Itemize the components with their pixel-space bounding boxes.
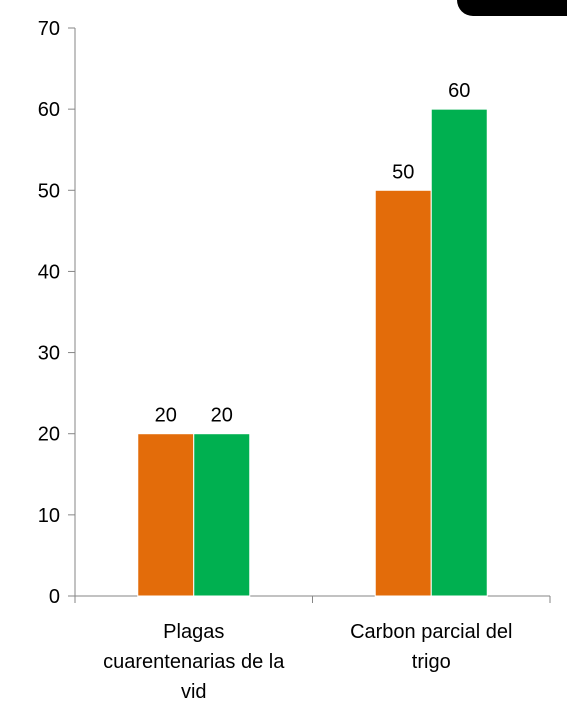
bars — [137, 108, 488, 597]
category-label-0-line-0: Plagas — [163, 621, 224, 643]
y-tick-label-6: 60 — [38, 99, 60, 121]
category-label-1: Carbon parcial del trigo — [350, 621, 512, 673]
data-labels: 20 20 50 60 — [155, 80, 471, 427]
y-tick-label-3: 30 — [38, 343, 60, 365]
category-label-1-line-0: Carbon parcial del — [350, 621, 512, 643]
bar-s1-c1 — [430, 108, 488, 597]
data-label-s0-c1: 50 — [392, 161, 414, 183]
y-tick-label-2: 20 — [38, 424, 60, 446]
bar-s0-c0 — [137, 433, 195, 597]
x-axis — [74, 595, 551, 603]
y-tick-label-5: 50 — [38, 180, 60, 202]
y-tick-label-7: 70 — [38, 18, 60, 40]
category-label-1-line-1: trigo — [412, 651, 451, 673]
category-label-0-line-2: vid — [181, 681, 207, 701]
y-tick-label-0: 0 — [49, 586, 60, 608]
data-label-s1-c0: 20 — [211, 405, 233, 427]
bar-s1-c0 — [193, 433, 251, 597]
y-tick-label-4: 40 — [38, 261, 60, 283]
category-label-0-line-1: cuarentenarias de la — [103, 651, 285, 673]
y-tick-label-1: 10 — [38, 505, 60, 527]
data-label-s0-c0: 20 — [155, 405, 177, 427]
corner-shape — [457, 0, 567, 16]
bar-s0-c1 — [374, 189, 432, 597]
y-axis: 0 10 20 30 40 50 60 70 — [38, 18, 76, 608]
data-label-s1-c1: 60 — [448, 80, 470, 102]
category-labels: Plagas cuarentenarias de la vid Carbon parc… — [103, 621, 512, 701]
category-label-0: Plagas cuarentenarias de la vid — [103, 621, 285, 701]
